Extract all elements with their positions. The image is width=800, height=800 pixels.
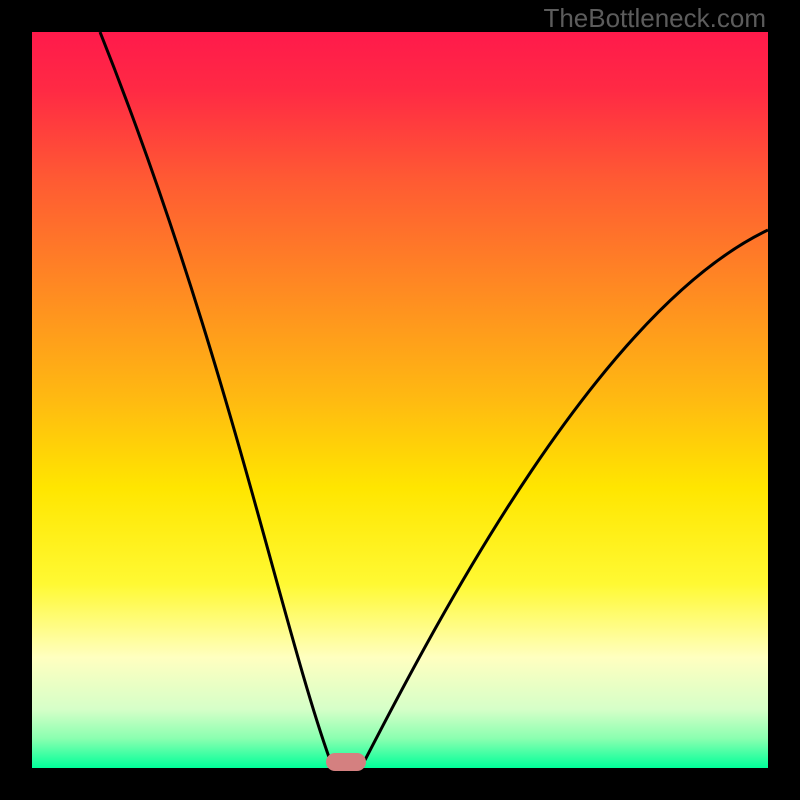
dip-marker [326,753,366,771]
chart-frame: TheBottleneck.com [0,0,800,800]
curve-left-branch [100,32,330,760]
bottleneck-curve [32,32,768,768]
curve-right-branch [365,230,768,760]
watermark-text: TheBottleneck.com [543,3,766,34]
